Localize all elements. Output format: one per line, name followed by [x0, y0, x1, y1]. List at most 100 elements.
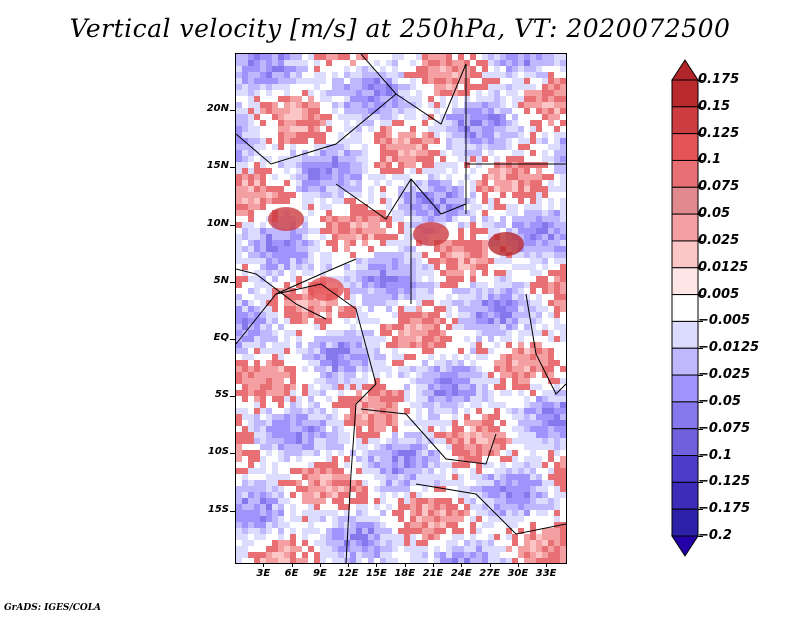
country-border [525, 293, 566, 395]
lat-tick [230, 510, 235, 512]
lon-tick [489, 563, 491, 567]
colorbar-tick [698, 294, 703, 296]
lon-tick [319, 563, 321, 567]
colorbar-swatch [671, 481, 699, 510]
lat-tick [230, 224, 235, 226]
colorbar-swatch [671, 240, 699, 269]
country-border [275, 258, 357, 295]
colorbar-label: −0.075 [698, 420, 751, 436]
colorbar-tick [698, 240, 703, 242]
colorbar-swatch [671, 428, 699, 457]
lon-tick [291, 563, 293, 567]
colorbar-tick [698, 160, 703, 162]
lon-tick-label: 27E [479, 568, 500, 579]
strong-ascent-patch [268, 207, 304, 231]
colorbar-label: 0.075 [698, 179, 740, 195]
colorbar-swatch [671, 374, 699, 403]
lon-tick-label: 33E [535, 568, 557, 579]
colorbar-tick [698, 375, 703, 377]
colorbar-label: 0.005 [698, 286, 740, 302]
colorbar-label: −0.1 [698, 447, 732, 463]
colorbar-tick [698, 509, 703, 511]
lon-tick [461, 563, 463, 567]
strong-ascent-patch [308, 277, 344, 301]
colorbar-tick [698, 428, 703, 430]
grads-credit: GrADS: IGES/COLA [4, 603, 102, 613]
colorbar-label: 0.05 [698, 206, 731, 222]
lat-tick-label: 20N [206, 103, 229, 115]
country-border [236, 63, 467, 165]
lat-tick-label: 15N [206, 160, 229, 172]
map-plot-area [235, 53, 567, 564]
colorbar-label: −0.025 [698, 367, 751, 383]
lon-tick-label: 3E [256, 568, 271, 579]
colorbar-label: −0.125 [698, 474, 751, 490]
vertical-velocity-field [236, 54, 566, 563]
colorbar-label: −0.2 [698, 528, 732, 543]
colorbar-tick [698, 187, 703, 189]
colorbar-label: −0.175 [698, 501, 751, 517]
lon-tick-label: 12E [337, 568, 359, 579]
colorbar-tick [698, 482, 703, 484]
lat-tick [230, 281, 235, 283]
country-border [236, 283, 377, 385]
colorbar-tick [698, 455, 703, 457]
lon-tick [263, 563, 265, 567]
lon-tick [517, 563, 519, 567]
lon-tick [404, 563, 406, 567]
colorbar-swatch [671, 347, 699, 376]
colorbar-tick [698, 321, 703, 323]
strong-ascent-patch [413, 222, 449, 246]
colorbar-tick [698, 401, 703, 403]
lon-tick [433, 563, 434, 567]
lon-tick-label: 18E [394, 568, 416, 579]
lon-tick-label: 9E [312, 568, 327, 579]
colorbar-tick [698, 536, 703, 537]
lon-tick-label: 24E [450, 568, 472, 579]
colorbar-tick [698, 214, 703, 216]
colorbar-swatch [671, 320, 699, 349]
country-border [360, 408, 497, 465]
lat-tick [230, 338, 235, 340]
colorbar-tick [698, 267, 703, 269]
colorbar-swatch [671, 267, 699, 296]
colorbar-tick [698, 348, 703, 350]
lat-tick [230, 453, 235, 455]
lat-tick-label: EQ [213, 331, 229, 343]
colorbar-swatch [671, 159, 699, 188]
colorbar-swatch [671, 294, 699, 322]
lon-tick [348, 563, 350, 567]
colorbar-swatch [671, 213, 699, 242]
colorbar-max-arrow [671, 59, 699, 81]
country-border [236, 268, 327, 320]
lat-tick-label: 5N [213, 274, 229, 286]
colorbar-label: −0.0125 [698, 340, 760, 356]
lat-tick-label: 15S [207, 503, 229, 515]
colorbar-swatch [671, 455, 699, 483]
colorbar-label: 0.125 [698, 125, 740, 141]
colorbar-label: 0.175 [698, 72, 740, 87]
country-border [345, 383, 377, 563]
colorbar-tick [698, 106, 703, 108]
colorbar-label: 0.15 [698, 98, 731, 114]
chart-title: Vertical velocity [m/s] at 250hPa, VT: 2… [69, 14, 731, 43]
lon-tick-label: 6E [284, 568, 299, 579]
colorbar-label: 0.0125 [698, 259, 749, 275]
colorbar [671, 59, 699, 557]
colorbar-swatch [671, 186, 699, 215]
colorbar-swatch [671, 133, 699, 161]
colorbar-swatch [671, 508, 699, 537]
colorbar-label: 0.025 [698, 232, 740, 248]
lat-tick [230, 396, 235, 398]
lon-tick [546, 563, 548, 567]
colorbar-label: 0.1 [698, 152, 722, 168]
lon-tick [376, 563, 378, 567]
lat-tick [230, 167, 235, 169]
colorbar-tick [698, 80, 703, 81]
colorbar-swatch [671, 106, 699, 135]
strong-ascent-patch [488, 232, 524, 256]
lat-tick-label: 5S [214, 389, 229, 401]
country-border [415, 483, 566, 535]
colorbar-min-arrow [671, 535, 699, 557]
colorbar-swatch [671, 401, 699, 430]
